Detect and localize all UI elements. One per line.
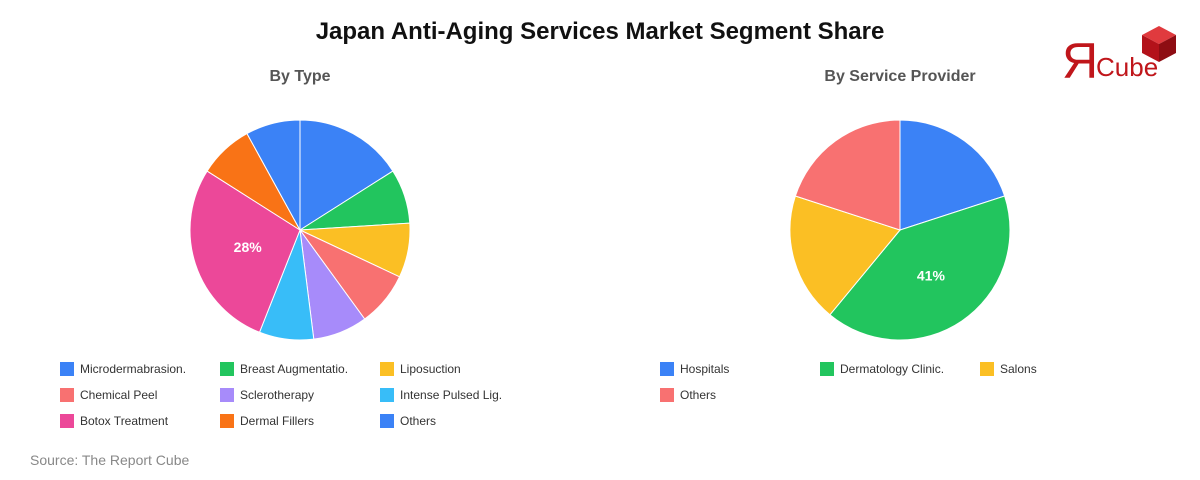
legend-item-sclerotherapy: Sclerotherapy [220,386,314,404]
legend-label: Chemical Peel [80,388,158,402]
legend-item-microdermabrasion: Microdermabrasion. [60,360,186,378]
legend-item-salons: Salons [980,360,1037,378]
legend-item-others: Others [380,412,436,430]
legend-item-others: Others [660,386,716,404]
pie-slice-botox-treatment [189,170,301,333]
legend-swatch [660,362,674,376]
pie-slice-dermatology-clinic [829,195,1011,341]
logo-mark: Я [1062,33,1099,89]
legend-swatch [220,414,234,428]
pie-title-by-service-provider: By Service Provider [824,68,976,85]
legend-item-dermatology-clinic: Dermatology Clinic. [820,360,944,378]
legend-item-botox-treatment: Botox Treatment [60,412,168,430]
legend-item-dermal-fillers: Dermal Fillers [220,412,314,430]
legend-item-hospitals: Hospitals [660,360,729,378]
pie-slice-microdermabrasion [299,119,394,231]
legend-swatch [60,388,74,402]
legend-swatch [820,362,834,376]
legend-label: Others [400,414,437,428]
legend-label: Hospitals [680,362,730,376]
legend-label: Microdermabrasion. [80,362,187,376]
pie-slice-salons [789,195,901,316]
legend-item-breast-augmentatio: Breast Augmentatio. [220,360,348,378]
legend-label: Others [680,388,717,402]
pie-chart-by-type: 28% [189,119,411,341]
legend-item-intense-pulsed-lig: Intense Pulsed Lig. [380,386,502,404]
pie-slice-others [246,119,301,231]
legend-label: Liposuction [400,362,461,376]
legend-swatch [60,414,74,428]
legend-swatch [220,388,234,402]
legend-swatch [60,362,74,376]
report-cube-logo: Я Cube [1060,24,1182,86]
legend-label: Breast Augmentatio. [240,362,349,376]
legend-label: Sclerotherapy [240,388,315,402]
legend-label: Botox Treatment [80,414,169,428]
legend-label: Dermatology Clinic. [840,362,945,376]
data-label-dermatology-clinic: 41% [917,267,946,283]
pie-slice-others [794,119,901,231]
legend-label: Dermal Fillers [240,414,315,428]
source-note: Source: The Report Cube [30,452,190,468]
legend-swatch [220,362,234,376]
legend-label: Intense Pulsed Lig. [400,388,503,402]
legend-swatch [380,362,394,376]
legend-swatch [980,362,994,376]
legend-label: Salons [1000,362,1037,376]
legend-item-chemical-peel: Chemical Peel [60,386,157,404]
data-label-botox-treatment: 28% [234,239,263,255]
cube-icon [1142,26,1176,62]
logo-text: Cube [1096,52,1159,82]
pie-slice-hospitals [899,119,1006,231]
legend-swatch [380,414,394,428]
legend-swatch [660,388,674,402]
legend-swatch [380,388,394,402]
chart-title: Japan Anti-Aging Services Market Segment… [315,18,885,45]
pie-chart-by-service-provider: 41% [789,119,1011,341]
pie-title-by-type: By Type [269,68,331,85]
legend-item-liposuction: Liposuction [380,360,461,378]
